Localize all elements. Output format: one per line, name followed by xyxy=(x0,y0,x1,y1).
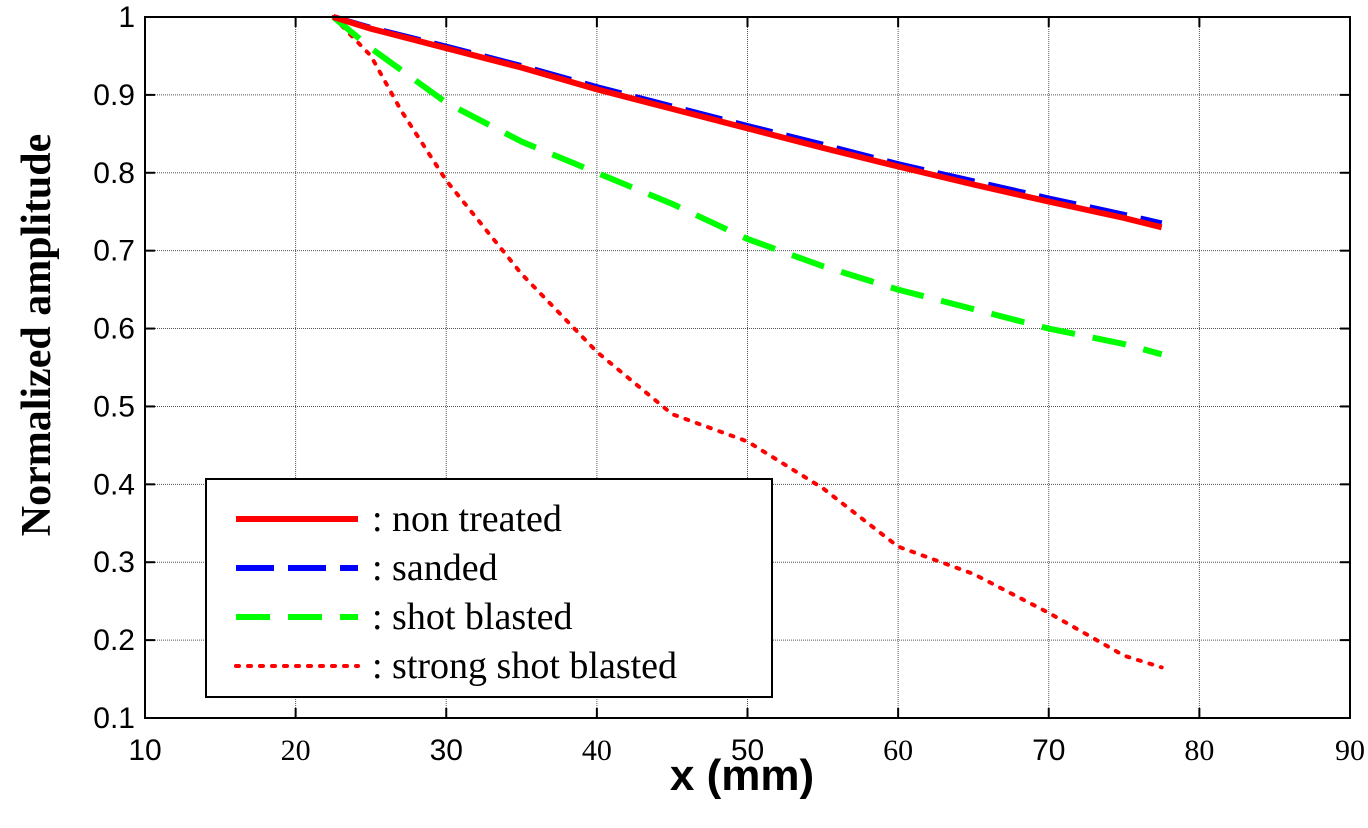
x-tick-label: 50 xyxy=(731,734,764,767)
x-tick-label: 90 xyxy=(1335,734,1365,767)
x-tick-label: 70 xyxy=(1032,734,1065,767)
legend-box xyxy=(205,478,773,698)
x-tick-label: 40 xyxy=(582,734,612,767)
y-tick-label: 0.3 xyxy=(93,546,135,579)
y-axis-label: Normalized amplitude xyxy=(14,134,60,536)
y-tick-label: 0.8 xyxy=(93,157,135,190)
x-tick-label: 80 xyxy=(1184,734,1214,767)
y-tick-label: 0.1 xyxy=(93,702,135,735)
y-tick-label: 0.4 xyxy=(93,468,135,501)
y-tick-label: 0.2 xyxy=(93,624,135,657)
x-tick-label: 10 xyxy=(128,734,161,767)
y-tick-label: 0.7 xyxy=(93,235,135,268)
series-lines xyxy=(331,14,1164,670)
ticks: 10 20 30 40 50 60 70 80 90 0.1 0.2 0.3 0.4 0.5 0.6 0.7 0… xyxy=(93,1,1365,767)
series-line-3 xyxy=(331,15,1164,670)
legend-label-1: : sanded xyxy=(372,547,498,589)
y-tick-label: 0.6 xyxy=(93,313,135,346)
legend-label-3: : strong shot blasted xyxy=(372,645,677,687)
x-axis-label: x (mm) xyxy=(670,751,814,800)
legend: : non treated : sanded : shot blasted : str… xyxy=(205,478,773,698)
legend-label-0: : non treated xyxy=(372,498,562,540)
y-tick-label: 1 xyxy=(118,1,135,34)
x-tick-label: 20 xyxy=(281,734,311,767)
x-tick-label: 60 xyxy=(883,734,913,767)
y-tick-label: 0.5 xyxy=(93,390,135,423)
series-line-2 xyxy=(331,14,1163,358)
y-tick-label: 0.9 xyxy=(93,79,135,112)
legend-label-2: : shot blasted xyxy=(372,596,573,638)
series-line-0 xyxy=(332,14,1163,231)
x-tick-label: 30 xyxy=(430,734,463,767)
grid xyxy=(145,17,1350,718)
